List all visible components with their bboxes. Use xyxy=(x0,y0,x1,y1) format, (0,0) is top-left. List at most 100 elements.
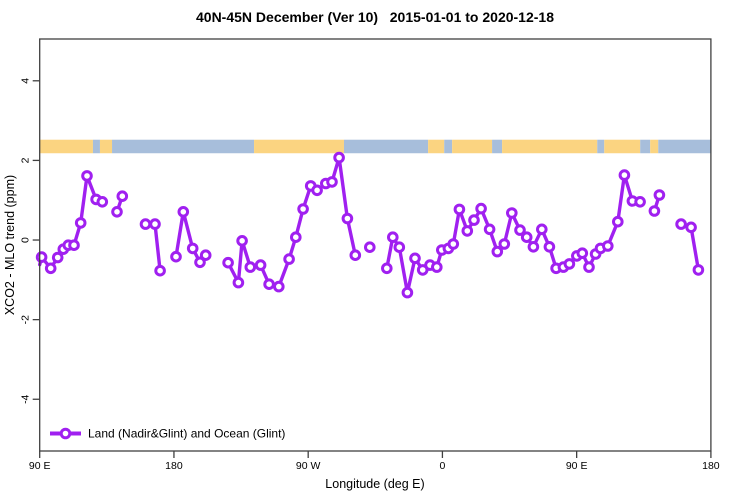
data-point-marker xyxy=(634,196,646,208)
legend-marker-icon xyxy=(59,427,72,440)
y-axis-ticks: 4 2 0 -2 -4 xyxy=(20,78,40,404)
data-point-marker xyxy=(297,203,309,215)
x-axis-label: Longitude (deg E) xyxy=(325,477,424,491)
data-point-marker xyxy=(612,215,624,228)
x-tick-label: 90 E xyxy=(29,460,51,472)
x-tick-label: 180 xyxy=(165,460,183,472)
data-point-marker xyxy=(536,223,548,236)
data-point-marker xyxy=(483,223,496,236)
x-tick-label: 180 xyxy=(702,460,720,472)
x-tick-label: 90 E xyxy=(566,460,588,472)
data-point-marker xyxy=(498,238,511,250)
data-point-marker xyxy=(116,190,129,202)
data-point-marker xyxy=(81,170,93,182)
data-point-marker xyxy=(149,218,161,230)
data-point-marker xyxy=(232,276,245,289)
data-point-marker xyxy=(431,261,443,273)
data-point-marker xyxy=(602,240,614,252)
data-point-marker xyxy=(527,241,540,253)
data-point-marker xyxy=(263,278,275,291)
data-point-marker xyxy=(96,196,109,208)
data-point-marker xyxy=(491,245,504,258)
map-band-segment-ocean xyxy=(597,139,605,154)
data-point-marker xyxy=(648,205,661,217)
x-tick-label: 90 W xyxy=(296,460,321,472)
map-band-segment-land xyxy=(39,139,93,154)
data-point-marker xyxy=(44,262,57,275)
legend-label: Land (Nadir&Glint) and Ocean (Glint) xyxy=(88,427,285,441)
map-band-segment-land xyxy=(99,139,113,154)
data-point-marker xyxy=(393,241,406,253)
data-point-marker xyxy=(194,256,206,269)
data-point-marker xyxy=(475,202,487,215)
map-band xyxy=(39,139,711,154)
data-point-marker xyxy=(514,224,526,236)
legend: Land (Nadir&Glint) and Ocean (Glint) xyxy=(50,427,285,441)
data-point-marker xyxy=(290,231,302,243)
data-point-marker xyxy=(254,259,267,271)
series-line-segment xyxy=(143,222,162,273)
data-point-marker xyxy=(520,231,533,243)
data-point-marker xyxy=(341,212,354,225)
chart-title: 40N-45N December (Ver 10) 2015-01-01 to … xyxy=(196,9,554,25)
data-series xyxy=(35,151,705,299)
map-band-segment-land xyxy=(254,139,344,154)
data-point-marker xyxy=(349,249,362,261)
data-point-marker xyxy=(177,206,190,218)
map-band-segment-land xyxy=(604,139,641,154)
series-line-segment xyxy=(38,174,105,270)
data-point-marker xyxy=(447,238,460,250)
map-band-segment-ocean xyxy=(343,139,429,154)
data-point-marker xyxy=(283,253,295,265)
data-point-marker xyxy=(326,176,338,188)
map-band-segment-ocean xyxy=(640,139,651,154)
y-tick-label: 2 xyxy=(20,157,32,163)
data-point-marker xyxy=(311,184,323,197)
data-point-marker xyxy=(333,151,345,164)
data-point-marker xyxy=(685,221,697,234)
map-band-segment-land xyxy=(650,139,659,154)
x-tick-label: 0 xyxy=(439,460,445,472)
data-point-marker xyxy=(692,264,705,276)
data-point-marker xyxy=(273,280,285,293)
data-point-marker xyxy=(139,218,152,230)
map-band-segment-ocean xyxy=(658,139,711,154)
data-point-marker xyxy=(244,261,257,273)
map-band-segment-land xyxy=(452,139,493,154)
map-band-segment-land xyxy=(502,139,598,154)
y-axis-label: XCO2 - MLO trend (ppm) xyxy=(3,175,17,315)
y-tick-label: 4 xyxy=(20,78,32,84)
data-point-marker xyxy=(563,258,576,270)
x-axis-ticks: 90 E 180 90 W 0 90 E 180 xyxy=(29,451,720,472)
y-tick-label: -2 xyxy=(20,315,32,324)
data-point-marker xyxy=(543,241,556,253)
data-point-marker xyxy=(653,189,666,201)
data-point-marker xyxy=(583,261,595,273)
map-band-segment-ocean xyxy=(492,139,503,154)
data-point-marker xyxy=(51,251,64,264)
data-point-marker xyxy=(35,251,48,263)
map-band-segment-ocean xyxy=(92,139,100,154)
data-point-marker xyxy=(154,264,166,277)
data-point-marker xyxy=(381,262,393,275)
data-point-marker xyxy=(468,214,480,226)
data-point-marker xyxy=(506,207,518,219)
data-point-marker xyxy=(364,241,376,253)
data-point-marker xyxy=(453,203,466,216)
data-point-marker xyxy=(409,252,421,265)
data-point-marker xyxy=(74,217,87,229)
data-point-marker xyxy=(186,242,199,255)
data-point-marker xyxy=(576,247,589,259)
data-point-marker xyxy=(461,225,474,237)
data-point-marker xyxy=(111,206,123,218)
plot-box xyxy=(39,38,712,452)
data-point-marker xyxy=(236,235,248,247)
data-point-marker xyxy=(199,249,212,261)
y-tick-label: 0 xyxy=(20,237,32,243)
map-band-segment-ocean xyxy=(112,139,255,154)
map-band-segment-land xyxy=(428,139,445,154)
data-point-marker xyxy=(618,169,631,181)
data-point-marker xyxy=(401,286,414,299)
